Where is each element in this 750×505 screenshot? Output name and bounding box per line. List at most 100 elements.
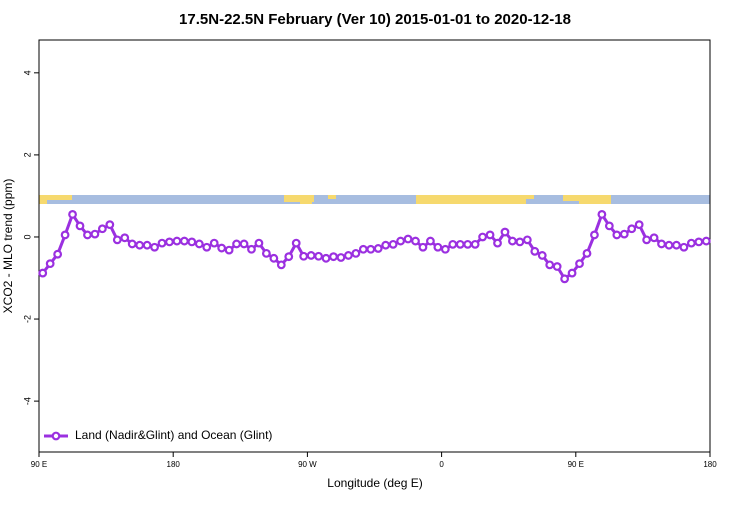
data-point: [314, 251, 323, 261]
data-point: [664, 240, 674, 250]
data-point: [411, 236, 420, 246]
data-point: [150, 242, 159, 252]
data-point: [478, 232, 488, 242]
data-point: [470, 239, 480, 249]
data-point: [38, 268, 48, 278]
data-point: [493, 238, 502, 248]
data-point: [604, 221, 614, 231]
data-point: [403, 234, 413, 244]
data-point: [366, 244, 376, 254]
data-point: [515, 237, 525, 247]
x-tick-label: 90 E: [31, 460, 47, 469]
x-tick-label: 180: [703, 460, 717, 469]
data-point: [537, 251, 547, 260]
data-point: [649, 233, 659, 243]
data-point: [172, 236, 182, 246]
data-point: [344, 251, 353, 260]
data-point: [657, 239, 666, 249]
data-point: [612, 230, 622, 240]
data-point: [433, 242, 443, 252]
data-point: [157, 238, 167, 248]
data-point: [60, 230, 70, 240]
y-tick-label: 0: [22, 234, 32, 239]
data-point: [127, 239, 137, 249]
data-point: [500, 227, 510, 237]
chart-title: 17.5N-22.5N February (Ver 10) 2015-01-01…: [179, 11, 571, 28]
data-point: [135, 240, 145, 250]
data-point: [299, 251, 309, 261]
data-point: [217, 243, 227, 253]
data-point: [508, 236, 517, 246]
data-point: [686, 238, 696, 248]
data-point: [642, 235, 652, 245]
data-point: [179, 236, 189, 246]
data-point: [463, 239, 473, 249]
data-point: [627, 224, 637, 234]
data-point: [679, 242, 689, 252]
data-point: [694, 237, 704, 247]
data-point: [90, 229, 100, 239]
data-point: [187, 237, 197, 247]
data-point: [545, 260, 555, 270]
y-tick-label: -4: [22, 397, 32, 405]
data-point: [418, 242, 428, 252]
data-point: [426, 236, 435, 246]
data-point: [373, 244, 383, 253]
data-point: [567, 268, 577, 278]
data-point: [239, 239, 249, 249]
data-point: [291, 238, 301, 248]
y-tick-label: 2: [22, 152, 32, 157]
data-point: [530, 246, 540, 256]
data-point: [381, 240, 391, 250]
data-point: [232, 239, 241, 249]
y-tick-label: -2: [22, 315, 32, 323]
data-point: [284, 252, 294, 262]
data-point: [202, 242, 212, 252]
data-point: [142, 240, 152, 250]
data-point: [120, 233, 130, 243]
data-point: [590, 230, 599, 240]
x-tick-label: 90 E: [568, 460, 584, 469]
data-point: [247, 244, 256, 254]
data-point: [448, 239, 458, 249]
data-point: [329, 252, 338, 262]
data-point: [83, 230, 92, 240]
x-axis-label: Longitude (deg E): [327, 476, 422, 490]
data-point: [224, 245, 234, 255]
data-point: [455, 239, 465, 249]
data-point: [276, 260, 286, 270]
data-point: [358, 244, 368, 254]
legend-label: Land (Nadir&Glint) and Ocean (Glint): [75, 428, 272, 442]
data-point: [45, 259, 55, 269]
x-tick-label: 0: [439, 460, 444, 469]
x-tick-label: 90 W: [298, 460, 317, 469]
data-point: [269, 253, 279, 263]
data-point: [209, 238, 219, 248]
data-point: [336, 253, 346, 262]
data-point: [619, 229, 629, 239]
data-point: [53, 249, 63, 259]
y-axis-label: XCO2 - MLO trend (ppm): [1, 179, 15, 314]
data-point: [396, 236, 405, 246]
data-point: [261, 248, 271, 258]
data-point: [75, 221, 85, 231]
data-point: [560, 274, 570, 284]
data-point: [254, 238, 264, 248]
data-point: [97, 224, 107, 234]
data-point: [388, 239, 398, 249]
data-point: [440, 244, 450, 254]
data-point: [165, 237, 174, 247]
data-point: [306, 251, 316, 260]
data-point: [634, 220, 644, 230]
plot-frame: [38, 39, 711, 453]
y-tick-label: 4: [22, 70, 32, 75]
legend-marker: [51, 431, 61, 441]
data-point: [68, 210, 77, 219]
data-point: [552, 262, 562, 271]
data-point: [597, 210, 607, 219]
data-point: [522, 235, 532, 245]
data-point: [105, 220, 115, 230]
data-point: [575, 259, 584, 269]
data-point: [701, 236, 711, 246]
data-point: [582, 248, 592, 258]
